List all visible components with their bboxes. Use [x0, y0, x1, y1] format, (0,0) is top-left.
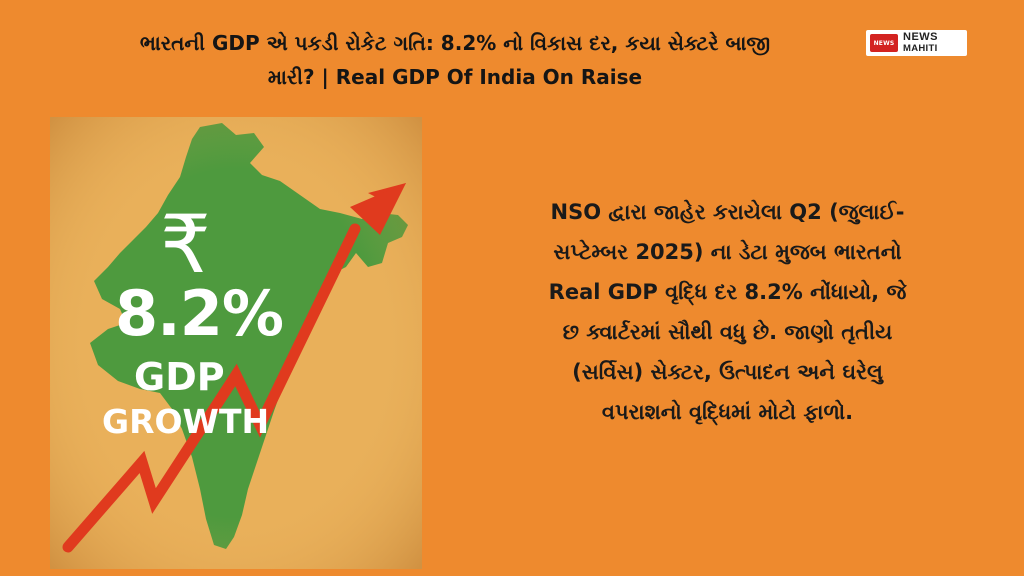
headline-line-2: મારી? | Real GDP Of India On Raise: [267, 65, 643, 89]
summary-line-5: (સર્વિસ) સેક્ટર, ઉત્પાદન અને ઘરેલુ: [572, 360, 883, 384]
growth-label: GROWTH: [102, 402, 270, 441]
arrow-head-body: [350, 183, 406, 235]
infographic-artwork: [50, 117, 422, 569]
logo-wordmark: NEWS MAHITI: [903, 31, 938, 55]
logo-line-2: MAHITI: [903, 43, 938, 54]
rupee-icon: ₹: [160, 198, 211, 291]
summary-line-2: સપ્ટેમ્બર 2025) ના ડેટા મુજબ ભારતનો: [553, 240, 902, 264]
summary-line-1: NSO દ્વારા જાહેર કરાયેલા Q2 (જુલાઈ-: [550, 200, 905, 224]
article-headline: ભારતની GDP એ પકડી રોકેટ ગતિ: 8.2% નો વિક…: [60, 26, 850, 94]
headline-line-1: ભારતની GDP એ પકડી રોકેટ ગતિ: 8.2% નો વિક…: [139, 31, 771, 55]
gdp-infographic: ₹ 8.2% GDP GROWTH: [50, 117, 422, 569]
growth-rate-value: 8.2%: [115, 277, 284, 350]
summary-line-6: વપરાશનો વૃદ્ધિમાં મોટો ફાળો.: [601, 400, 854, 424]
gdp-label: GDP: [134, 355, 225, 399]
news-mahiti-logo[interactable]: NEWS NEWS MAHITI: [866, 30, 967, 56]
logo-line-1: NEWS: [903, 31, 938, 43]
summary-line-4: છ ક્વાર્ટરમાં સૌથી વધુ છે. જાણો તૃતીય: [562, 320, 893, 344]
article-summary: NSO દ્વારા જાહેર કરાયેલા Q2 (જુલાઈ- સપ્ટ…: [470, 192, 985, 432]
up-trend-arrow-icon: [62, 223, 361, 553]
summary-line-3: Real GDP વૃદ્ધિ દર 8.2% નોંધાયો, જે: [548, 280, 907, 304]
logo-mark-icon: NEWS: [870, 34, 898, 52]
